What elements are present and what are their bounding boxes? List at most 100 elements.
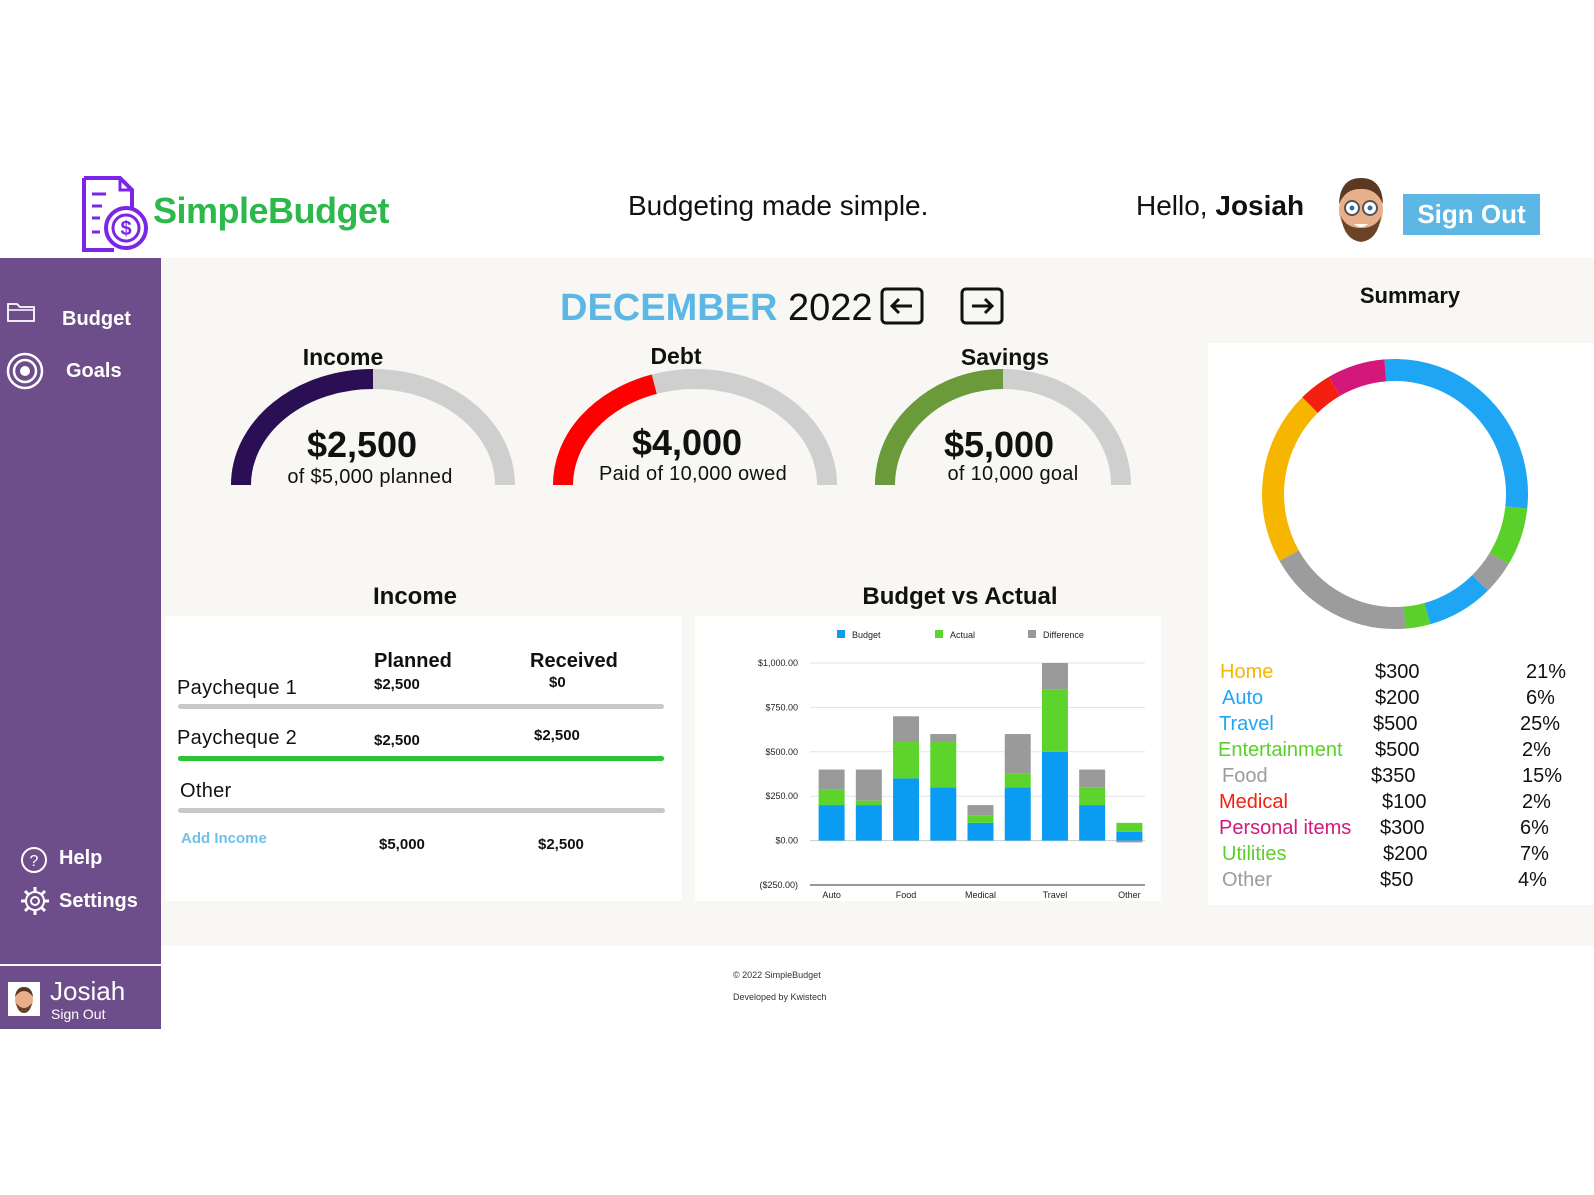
donut-segment [1472, 552, 1509, 591]
previous-month-button[interactable] [880, 287, 924, 325]
budget-vs-actual-title: Budget vs Actual [862, 583, 1058, 610]
sidebar-avatar[interactable] [8, 982, 40, 1016]
summary-percent: 6% [1520, 817, 1549, 839]
footer-copyright: © 2022 SimpleBudget [733, 970, 821, 980]
y-tick-label: $0.00 [775, 836, 798, 846]
bar-segment [1079, 769, 1106, 788]
bar-segment [818, 789, 845, 806]
income-total-received: $2,500 [538, 836, 584, 853]
x-tick-label: Medical [965, 890, 996, 900]
income-gauge [231, 369, 515, 486]
summary-title: Summary [1359, 283, 1461, 308]
summary-percent: 21% [1526, 661, 1567, 683]
income-progress-bar [178, 704, 664, 709]
legend-swatch [837, 630, 845, 638]
income-total-planned: $5,000 [379, 836, 425, 853]
y-tick-label: $250.00 [765, 791, 798, 801]
debt-gauge-title: Debt [650, 343, 702, 369]
sidebar-item-goals[interactable]: Goals [66, 360, 122, 382]
summary-percent: 4% [1518, 869, 1547, 891]
income-row-planned: $2,500 [374, 732, 420, 749]
sidebar-item-help[interactable]: Help [59, 847, 103, 869]
y-tick-label: $1,000.00 [758, 658, 798, 668]
month-label: DECEMBER 2022 [560, 287, 873, 330]
savings-gauge-fill [875, 369, 1004, 486]
help-icon[interactable]: ? [20, 846, 48, 874]
budget-vs-actual-chart: Budget Actual Difference $1,000.00 $750.00 $5… [758, 630, 1145, 900]
savings-gauge-title: Savings [960, 344, 1050, 370]
income-row-label: Other [180, 780, 232, 802]
bar-segment [893, 742, 920, 779]
income-progress-bar [178, 756, 664, 761]
donut-segment [1328, 359, 1387, 397]
summary-category: Utilities [1222, 843, 1287, 865]
summary-donut-chart [1262, 359, 1528, 629]
avatar[interactable] [1330, 172, 1392, 244]
income-progress-bar [178, 808, 665, 813]
summary-amount: $300 [1380, 817, 1425, 839]
folder-icon[interactable] [6, 300, 36, 324]
bar-segment [818, 769, 845, 790]
summary-amount: $200 [1383, 843, 1428, 865]
summary-amount: $50 [1380, 869, 1414, 891]
bar-segment [855, 800, 882, 806]
bar-segment [930, 742, 957, 788]
x-tick-label: Travel [1043, 890, 1068, 900]
month-year: 2022 [788, 287, 873, 329]
x-tick-label: Other [1118, 890, 1141, 900]
x-tick-label: Auto [822, 890, 841, 900]
savings-gauge-subtitle: of 10,000 goal [947, 463, 1079, 485]
donut-segment [1403, 602, 1431, 629]
legend-label: Difference [1043, 630, 1084, 640]
sidebar-item-settings[interactable]: Settings [59, 890, 138, 912]
sidebar-item-budget[interactable]: Budget [62, 308, 131, 330]
summary-category: Food [1222, 765, 1268, 787]
add-income-link[interactable]: Add Income [181, 830, 267, 847]
income-gauge-amount: $2,500 [306, 424, 418, 465]
income-gauge-title: Income [302, 344, 384, 370]
income-progress-fill [178, 756, 664, 761]
donut-segment [1262, 397, 1318, 561]
svg-text:$: $ [120, 218, 131, 240]
gear-icon[interactable] [20, 886, 50, 916]
summary-category: Travel [1219, 713, 1274, 735]
summary-amount: $300 [1375, 661, 1420, 683]
debt-gauge-fill [553, 374, 657, 486]
bar-segment [1004, 787, 1031, 841]
next-month-button[interactable] [960, 287, 1004, 325]
income-gauge-fill [231, 369, 374, 486]
donut-segment [1384, 359, 1528, 509]
income-row-planned: $2,500 [374, 676, 420, 693]
bar-segment [1116, 840, 1143, 843]
target-icon[interactable] [6, 352, 44, 390]
legend-label: Budget [852, 630, 881, 640]
y-tick-label: $750.00 [765, 702, 798, 712]
x-tick-label: Food [896, 890, 917, 900]
summary-percent: 15% [1522, 765, 1563, 787]
greeting-user-name: Josiah [1215, 190, 1305, 221]
summary-percent: 7% [1520, 843, 1549, 865]
bar-segment [930, 787, 957, 841]
brand-name: SimpleBudget [153, 190, 390, 231]
debt-gauge [553, 369, 837, 486]
bar-segment [893, 716, 920, 743]
summary-category: Home [1220, 661, 1274, 683]
summary-category: Auto [1222, 687, 1264, 709]
sidebar-sign-out-link[interactable]: Sign Out [51, 1006, 106, 1022]
bar-segment [1079, 805, 1106, 841]
greeting: Hello, Josiah [1136, 190, 1304, 222]
income-row-label: Paycheque 1 [177, 677, 298, 699]
greeting-prefix: Hello, [1136, 190, 1216, 221]
summary-percent: 25% [1520, 713, 1561, 735]
bar-segment [967, 805, 994, 816]
summary-category: Other [1222, 869, 1273, 891]
donut-segment [1489, 505, 1528, 565]
sign-out-button[interactable]: Sign Out [1403, 194, 1540, 235]
income-gauge-subtitle: of $5,000 planned [287, 466, 453, 488]
y-tick-label: ($250.00) [759, 880, 798, 890]
logo-icon: $ [82, 176, 148, 252]
income-row-received: $2,500 [534, 727, 580, 744]
summary-amount: $200 [1375, 687, 1420, 709]
summary-percent: 6% [1526, 687, 1555, 709]
bar-segment [1041, 689, 1068, 752]
